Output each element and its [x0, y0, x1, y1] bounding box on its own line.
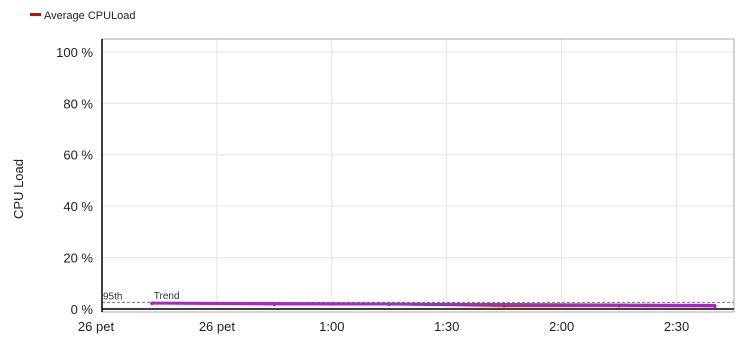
x-tick-label: 26 pet [78, 319, 115, 334]
y-tick-label: 40 % [63, 199, 93, 214]
y-axis-label: CPU Load [11, 159, 26, 219]
grid [102, 39, 734, 309]
x-tick-label: 2:00 [549, 319, 574, 334]
legend-label: Average CPULoad [44, 10, 136, 22]
y-tick-label: 60 % [63, 148, 93, 163]
x-tick-label: 1:00 [319, 319, 344, 334]
y-tick-label: 100 % [56, 45, 93, 60]
x-tick-label: 1:30 [434, 319, 459, 334]
y-tick-label: 0 % [71, 302, 94, 317]
chart-marks: 95th Trend [102, 291, 734, 309]
x-tick-label: 26 pet [199, 319, 236, 334]
y-tick-label: 20 % [63, 251, 93, 266]
trend-label: Trend [154, 291, 180, 302]
y-ticks: 0 % 20 % 40 % 60 % 80 % 100 % [56, 45, 93, 317]
x-ticks: 26 pet 26 pet 1:00 1:30 2:00 2:30 [78, 319, 689, 334]
y-tick-label: 80 % [63, 96, 93, 111]
plot-frame [101, 38, 735, 313]
percentile-label: 95th [103, 291, 122, 302]
trend-line [150, 301, 717, 307]
x-tick-label: 2:30 [664, 319, 689, 334]
legend-swatch [30, 13, 41, 16]
